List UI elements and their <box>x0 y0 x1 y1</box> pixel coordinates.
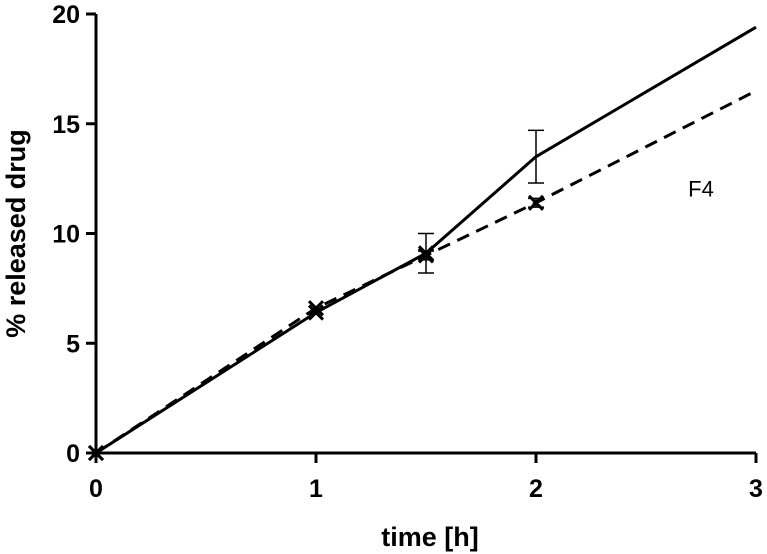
x-tick-label: 2 <box>529 475 543 503</box>
data-point-marker <box>527 194 545 211</box>
y-tick-label: 20 <box>52 1 80 29</box>
x-tick-label: 3 <box>749 475 763 503</box>
annotation-label: F4 <box>688 177 714 202</box>
x-tick-label: 1 <box>309 475 323 503</box>
data-point-marker <box>87 444 105 462</box>
data-point-marker <box>307 304 325 321</box>
y-tick-label: 5 <box>66 330 80 358</box>
x-axis-title: time [h] <box>381 522 479 552</box>
y-tick-label: 10 <box>52 221 80 249</box>
x-tick-label: 0 <box>89 475 103 503</box>
y-tick-label: 15 <box>52 111 80 139</box>
data-point-marker <box>417 247 435 264</box>
y-tick-label: 0 <box>66 440 80 468</box>
data-point-marker <box>307 300 325 317</box>
series-layer <box>87 25 757 462</box>
ticks: 0 1 2 3 0 5 10 15 20 <box>52 1 763 503</box>
y-axis-title: % released drug <box>1 129 31 338</box>
